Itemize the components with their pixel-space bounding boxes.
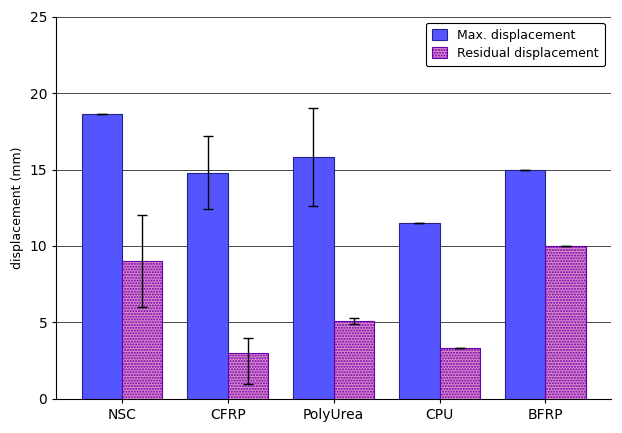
Bar xyxy=(122,261,162,399)
Bar xyxy=(81,114,122,399)
Bar xyxy=(187,173,228,399)
Bar xyxy=(228,353,268,399)
Bar xyxy=(294,157,333,399)
Y-axis label: displacement (mm): displacement (mm) xyxy=(11,146,24,269)
Bar xyxy=(333,321,374,399)
Legend: Max. displacement, Residual displacement: Max. displacement, Residual displacement xyxy=(425,23,605,66)
Bar xyxy=(545,246,586,399)
Bar xyxy=(505,169,545,399)
Bar xyxy=(440,349,480,399)
Bar xyxy=(399,223,440,399)
